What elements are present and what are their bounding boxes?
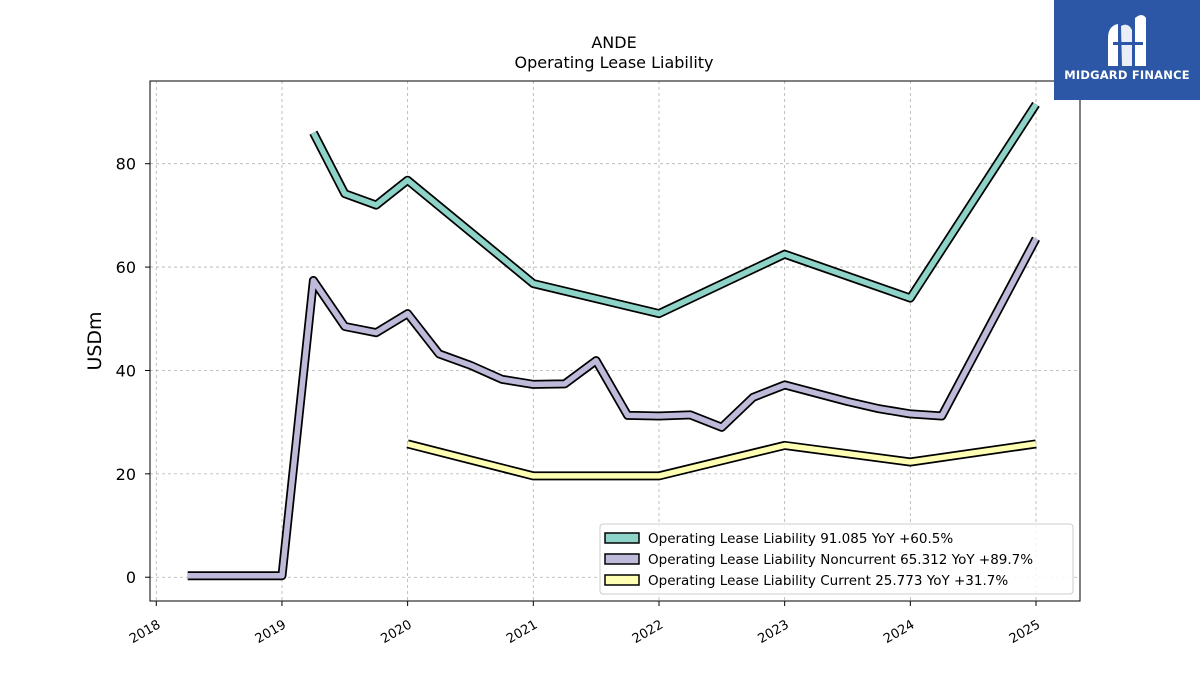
legend-box: [599, 523, 1074, 595]
brand-logo: MIDGARD FINANCE: [1054, 0, 1200, 100]
x-tick-label: 2025: [1007, 617, 1043, 647]
series-line-outline: [309, 101, 1040, 319]
y-tick-label: 80: [116, 155, 136, 174]
y-tick-label: 40: [116, 361, 136, 380]
chart-subtitle: Operating Lease Liability: [514, 53, 713, 72]
brand-name: MIDGARD FINANCE: [1064, 68, 1190, 82]
legend-swatch: [604, 532, 640, 544]
y-axis-label: USDm: [84, 311, 106, 370]
legend-swatch: [604, 574, 640, 586]
legend: Operating Lease Liability 91.085 YoY +60…: [599, 523, 1074, 595]
x-tick-label: 2021: [504, 617, 540, 647]
logo-mark-icon: [1108, 15, 1146, 67]
x-tick-label: 2019: [253, 617, 289, 647]
chart-title: ANDE: [591, 33, 636, 52]
x-tick-label: 2023: [756, 617, 792, 647]
legend-label: Operating Lease Liability Noncurrent 65.…: [648, 552, 1033, 568]
plot-frame: [149, 80, 1081, 602]
x-tick-label: 2024: [881, 617, 917, 647]
series-lines: [187, 101, 1040, 581]
series-line: [187, 237, 1039, 579]
y-tick-label: 0: [126, 568, 136, 587]
y-tick-label: 20: [116, 465, 136, 484]
legend-label: Operating Lease Liability Current 25.773…: [648, 573, 1008, 589]
series-line: [406, 441, 1037, 479]
x-tick-label: 2020: [378, 617, 414, 647]
legend-label: Operating Lease Liability 91.085 YoY +60…: [648, 531, 953, 547]
legend-swatch: [604, 553, 640, 565]
y-tick-label: 60: [116, 258, 136, 277]
x-tick-label: 2022: [630, 617, 666, 647]
series-line: [310, 102, 1039, 317]
x-tick-label: 2018: [127, 617, 163, 647]
